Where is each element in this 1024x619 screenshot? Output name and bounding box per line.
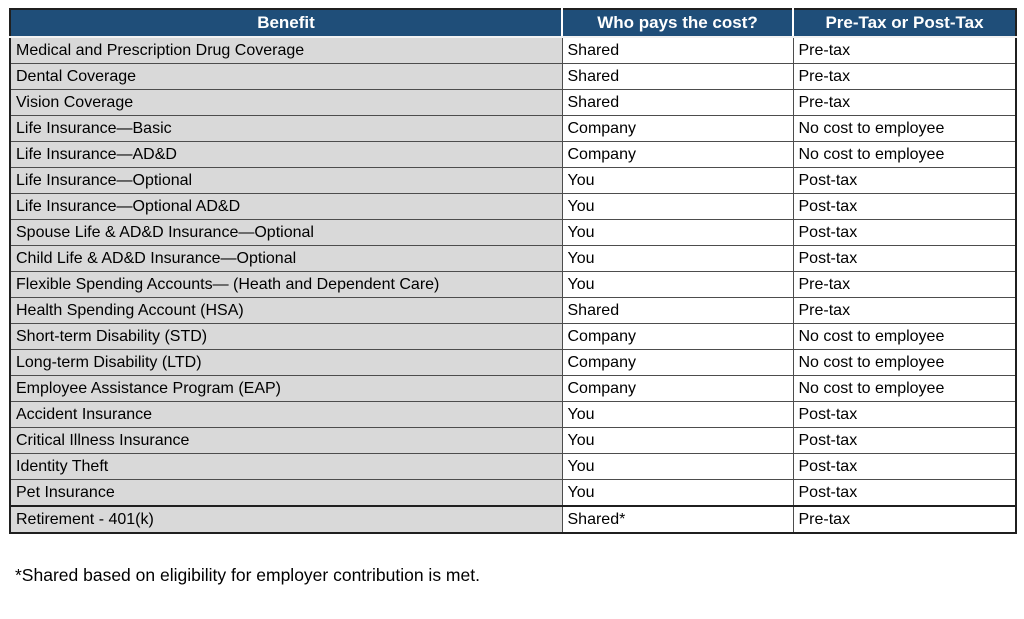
table-row: Retirement - 401(k) Shared* Pre-tax <box>9 505 1017 534</box>
cell-who-pays: You <box>561 479 794 507</box>
cell-who-pays: You <box>561 193 794 220</box>
cell-benefit: Flexible Spending Accounts— (Heath and D… <box>9 271 563 298</box>
table-row: Employee Assistance Program (EAP) Company… <box>9 375 1017 402</box>
cell-who-pays: Company <box>561 115 794 142</box>
cell-benefit: Health Spending Account (HSA) <box>9 297 563 324</box>
table-row: Life Insurance—Optional AD&D You Post-tax <box>9 193 1017 220</box>
cell-who-pays: Company <box>561 323 794 350</box>
cell-benefit: Employee Assistance Program (EAP) <box>9 375 563 402</box>
cell-tax: Pre-tax <box>792 63 1017 90</box>
table-row: Child Life & AD&D Insurance—Optional You P… <box>9 245 1017 272</box>
cell-tax: Post-tax <box>792 167 1017 194</box>
cell-benefit: Pet Insurance <box>9 479 563 507</box>
column-header-benefit: Benefit <box>10 9 562 38</box>
cell-tax: Post-tax <box>792 427 1017 454</box>
cell-who-pays: You <box>561 453 794 480</box>
header-row: Benefit Who pays the cost? Pre-Tax or Po… <box>10 9 1016 38</box>
table-row: Spouse Life & AD&D Insurance—Optional You… <box>9 219 1017 246</box>
column-header-who-pays: Who pays the cost? <box>561 9 793 38</box>
table-row: Health Spending Account (HSA) Shared Pre-t… <box>9 297 1017 324</box>
table-row: Vision Coverage Shared Pre-tax <box>9 89 1017 116</box>
cell-who-pays: Shared <box>561 297 794 324</box>
table-row: Life Insurance—Basic Company No cost to em… <box>9 115 1017 142</box>
table-row: Pet Insurance You Post-tax <box>9 479 1017 507</box>
table-row: Short-term Disability (STD) Company No cos… <box>9 323 1017 350</box>
cell-who-pays: Company <box>561 349 794 376</box>
cell-tax: Post-tax <box>792 401 1017 428</box>
cell-benefit: Life Insurance—AD&D <box>9 141 563 168</box>
cell-who-pays: Shared <box>561 89 794 116</box>
cell-who-pays: Shared <box>561 63 794 90</box>
cell-benefit: Long-term Disability (LTD) <box>9 349 563 376</box>
cell-who-pays: Shared <box>561 36 794 64</box>
cell-benefit: Vision Coverage <box>9 89 563 116</box>
cell-benefit: Life Insurance—Optional AD&D <box>9 193 563 220</box>
cell-benefit: Dental Coverage <box>9 63 563 90</box>
cell-tax: Post-tax <box>792 219 1017 246</box>
cell-benefit: Life Insurance—Basic <box>9 115 563 142</box>
cell-benefit: Medical and Prescription Drug Coverage <box>9 36 563 64</box>
cell-tax: No cost to employee <box>792 115 1017 142</box>
cell-who-pays: Company <box>561 141 794 168</box>
cell-tax: Post-tax <box>792 245 1017 272</box>
cell-tax: Post-tax <box>792 453 1017 480</box>
cell-benefit: Retirement - 401(k) <box>9 505 563 534</box>
cell-benefit: Critical Illness Insurance <box>9 427 563 454</box>
cell-tax: Pre-tax <box>792 505 1017 534</box>
cell-benefit: Short-term Disability (STD) <box>9 323 563 350</box>
table-row: Accident Insurance You Post-tax <box>9 401 1017 428</box>
cell-tax: Pre-tax <box>792 36 1017 64</box>
cell-tax: No cost to employee <box>792 375 1017 402</box>
table-body: Medical and Prescription Drug Coverage Sh… <box>9 36 1017 534</box>
table-header: Benefit Who pays the cost? Pre-Tax or Po… <box>10 9 1016 38</box>
cell-tax: No cost to employee <box>792 349 1017 376</box>
table-row: Life Insurance—Optional You Post-tax <box>9 167 1017 194</box>
cell-tax: Post-tax <box>792 479 1017 507</box>
cell-tax: Pre-tax <box>792 271 1017 298</box>
table-row: Identity Theft You Post-tax <box>9 453 1017 480</box>
table-row: Dental Coverage Shared Pre-tax <box>9 63 1017 90</box>
cell-benefit: Spouse Life & AD&D Insurance—Optional <box>9 219 563 246</box>
cell-who-pays: You <box>561 401 794 428</box>
cell-benefit: Accident Insurance <box>9 401 563 428</box>
cell-tax: Pre-tax <box>792 89 1017 116</box>
table-row: Critical Illness Insurance You Post-tax <box>9 427 1017 454</box>
cell-tax: No cost to employee <box>792 323 1017 350</box>
cell-who-pays: You <box>561 271 794 298</box>
cell-who-pays: You <box>561 219 794 246</box>
cell-who-pays: Shared* <box>561 505 794 534</box>
cell-who-pays: Company <box>561 375 794 402</box>
cell-benefit: Identity Theft <box>9 453 563 480</box>
cell-benefit: Child Life & AD&D Insurance—Optional <box>9 245 563 272</box>
column-header-tax: Pre-Tax or Post-Tax <box>792 9 1016 38</box>
table-row: Medical and Prescription Drug Coverage Sh… <box>9 36 1017 64</box>
cell-benefit: Life Insurance—Optional <box>9 167 563 194</box>
cell-who-pays: You <box>561 245 794 272</box>
cell-tax: Pre-tax <box>792 297 1017 324</box>
footnote: *Shared based on eligibility for employe… <box>15 565 480 585</box>
cell-who-pays: You <box>561 167 794 194</box>
cell-who-pays: You <box>561 427 794 454</box>
table-row: Life Insurance—AD&D Company No cost to emp… <box>9 141 1017 168</box>
cell-tax: Post-tax <box>792 193 1017 220</box>
cell-tax: No cost to employee <box>792 141 1017 168</box>
benefits-table: Benefit Who pays the cost? Pre-Tax or Po… <box>9 8 1017 534</box>
table-row: Flexible Spending Accounts— (Heath and D… <box>9 271 1017 298</box>
table-row: Long-term Disability (LTD) Company No cost… <box>9 349 1017 376</box>
